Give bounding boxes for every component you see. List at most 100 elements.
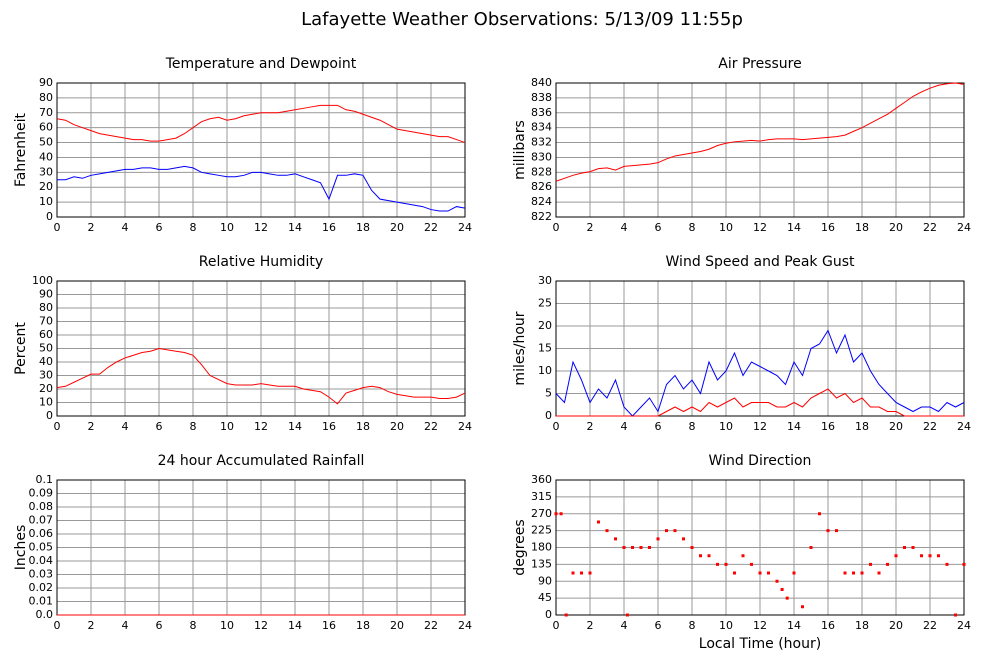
- y-tick-label: 840: [531, 76, 552, 89]
- x-tick-label: 6: [156, 221, 163, 234]
- data-point: [852, 571, 855, 575]
- y-tick-label: 60: [39, 328, 53, 341]
- x-tick-label: 8: [689, 619, 696, 632]
- chart-title: Wind Direction: [709, 453, 812, 469]
- data-point: [750, 562, 753, 566]
- x-tick-label: 20: [390, 420, 404, 433]
- data-line: [556, 388, 964, 417]
- x-tick-label: 10: [220, 420, 234, 433]
- y-tick-label: 80: [39, 91, 53, 104]
- y-tick-label: 830: [531, 150, 552, 163]
- y-tick-label: 15: [538, 342, 552, 355]
- x-tick-label: 22: [923, 221, 937, 234]
- y-tick-label: 834: [531, 121, 552, 134]
- data-point: [818, 512, 821, 516]
- x-tick-label: 12: [254, 619, 268, 632]
- data-point: [559, 512, 563, 516]
- data-point: [554, 512, 558, 516]
- y-tick-label: 135: [531, 557, 552, 570]
- x-tick-label: 18: [356, 420, 370, 433]
- y-tick-label: 0.06: [29, 527, 54, 540]
- y-tick-label: 90: [39, 76, 53, 89]
- x-tick-label: 22: [424, 619, 438, 632]
- chart-title: Relative Humidity: [199, 254, 323, 270]
- data-point: [724, 562, 728, 566]
- x-tick-label: 6: [655, 420, 662, 433]
- data-point: [571, 571, 575, 575]
- data-point: [826, 529, 830, 533]
- data-point: [758, 571, 762, 575]
- data-point: [780, 588, 784, 591]
- y-tick-label: 822: [531, 210, 552, 223]
- x-tick-label: 0: [553, 221, 560, 234]
- plot-frame: [555, 280, 965, 417]
- x-tick-label: 20: [889, 420, 903, 433]
- data-point: [775, 579, 779, 583]
- y-tick-label: 826: [531, 180, 552, 193]
- x-axis-label: Local Time (hour): [699, 636, 821, 652]
- y-tick-label: 10: [39, 195, 53, 208]
- data-point: [588, 571, 592, 575]
- y-tick-label: 836: [531, 106, 552, 119]
- x-tick-label: 14: [288, 619, 302, 632]
- x-tick-label: 20: [390, 221, 404, 234]
- x-tick-label: 0: [54, 221, 61, 234]
- x-tick-label: 10: [220, 221, 234, 234]
- chart-title: Wind Speed and Peak Gust: [666, 254, 855, 270]
- y-axis-label: miles/hour: [512, 311, 528, 385]
- y-tick-label: 0.1: [36, 473, 54, 486]
- y-tick-label: 20: [39, 382, 53, 395]
- x-tick-label: 18: [855, 221, 869, 234]
- data-point: [699, 554, 702, 558]
- chart-title: Temperature and Dewpoint: [165, 56, 357, 72]
- x-tick-label: 20: [889, 619, 903, 632]
- x-tick-label: 6: [156, 420, 163, 433]
- x-tick-label: 18: [356, 221, 370, 234]
- y-tick-label: 0.07: [29, 514, 54, 527]
- y-tick-label: 10: [538, 364, 552, 377]
- x-tick-label: 14: [787, 619, 801, 632]
- y-tick-label: 0: [545, 409, 552, 422]
- data-point: [707, 554, 711, 558]
- y-tick-label: 40: [39, 150, 53, 163]
- y-tick-label: 832: [531, 136, 552, 149]
- data-point: [733, 571, 736, 575]
- y-axis-label: Percent: [13, 322, 29, 375]
- y-tick-label: 270: [531, 507, 552, 520]
- x-tick-label: 4: [122, 619, 129, 632]
- plot-frame: [56, 82, 466, 218]
- x-tick-label: 20: [889, 221, 903, 234]
- x-tick-label: 4: [621, 420, 628, 433]
- y-tick-label: 70: [39, 106, 53, 119]
- data-point: [625, 613, 629, 617]
- x-tick-label: 0: [553, 619, 560, 632]
- data-point: [716, 562, 719, 566]
- data-line: [56, 347, 466, 405]
- y-tick-label: 90: [39, 288, 53, 301]
- x-tick-label: 18: [855, 420, 869, 433]
- x-tick-label: 16: [821, 420, 835, 433]
- data-point: [809, 546, 813, 549]
- data-point: [580, 571, 583, 575]
- x-tick-label: 24: [458, 221, 472, 234]
- x-tick-label: 8: [190, 221, 197, 234]
- data-point: [886, 562, 889, 566]
- x-tick-label: 4: [621, 619, 628, 632]
- y-tick-label: 180: [531, 541, 552, 554]
- x-tick-label: 8: [689, 221, 696, 234]
- data-point: [792, 571, 796, 575]
- data-point: [690, 546, 694, 549]
- data-point: [665, 529, 668, 533]
- x-tick-label: 16: [322, 221, 336, 234]
- x-tick-label: 24: [957, 221, 971, 234]
- y-axis-label: millibars: [512, 120, 528, 180]
- data-point: [877, 571, 881, 575]
- data-point: [614, 537, 617, 541]
- data-point: [843, 571, 847, 575]
- x-tick-label: 0: [54, 619, 61, 632]
- y-tick-label: 20: [39, 180, 53, 193]
- y-tick-label: 225: [531, 524, 552, 537]
- plot-frame: [56, 280, 466, 417]
- x-tick-label: 22: [923, 420, 937, 433]
